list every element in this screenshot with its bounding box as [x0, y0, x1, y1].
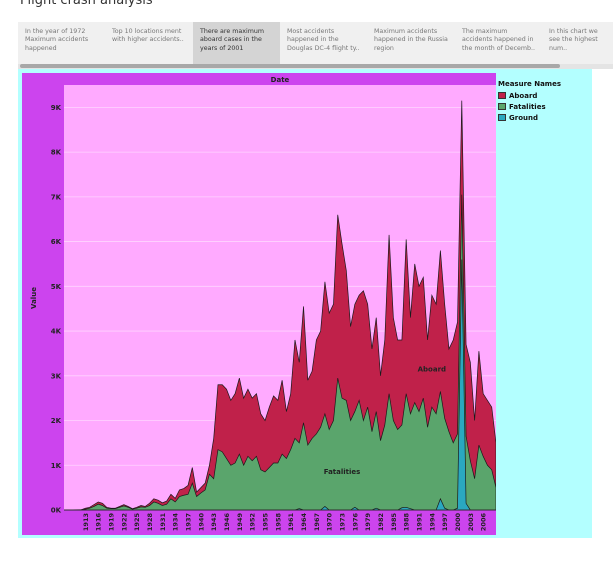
y-tick-label: 1K [51, 462, 62, 470]
x-tick-label: 2006 [480, 513, 488, 532]
y-tick-label: 3K [51, 372, 62, 380]
legend-item-aboard[interactable]: Aboard [498, 90, 561, 101]
x-tick-label: 1994 [428, 513, 436, 532]
x-tick-label: 1988 [403, 513, 411, 532]
x-tick-label: 1991 [416, 513, 424, 532]
area-series-ground [64, 259, 496, 511]
legend-label-aboard: Aboard [509, 91, 538, 100]
legend-item-fatalities[interactable]: Fatalities [498, 101, 561, 112]
x-tick-label: 1922 [120, 513, 128, 531]
x-tick-label: 1946 [223, 513, 231, 532]
area-label-aboard: Aboard [418, 365, 446, 373]
story-point-6[interactable]: The maximum accidents happened in the mo… [462, 28, 536, 52]
story-point-1[interactable]: In the year of 1972 Maximum accidents ha… [25, 28, 89, 52]
x-tick-label: 1982 [377, 513, 385, 531]
x-tick-label: 1916 [95, 513, 103, 532]
x-tick-label: 1919 [108, 513, 116, 532]
y-tick-label: 5K [51, 283, 62, 291]
x-tick-label: 1958 [274, 513, 282, 532]
story-point-3[interactable]: There are maximum aboard cases in the ye… [193, 22, 280, 64]
x-tick-label: 1985 [390, 513, 398, 532]
x-tick-label: 1970 [326, 513, 334, 532]
story-scrollbar[interactable] [18, 64, 613, 69]
y-tick-label: 0K [51, 507, 62, 515]
x-tick-label: 2000 [454, 513, 462, 532]
x-tick-label: 1913 [82, 513, 90, 531]
legend-label-ground: Ground [509, 113, 538, 122]
x-tick-label: 1961 [287, 513, 295, 532]
x-tick-label: 1973 [339, 513, 347, 531]
legend-title: Measure Names [498, 80, 562, 88]
x-tick-label: 1979 [364, 513, 372, 532]
x-tick-label: 1952 [249, 513, 257, 531]
area-label-fatalities: Fatalities [324, 468, 361, 476]
area-chart: 0K 1K 2K 3K 4K 5K 6K 7K 8K 9K 1913 1916 1919 1922 192… [22, 73, 496, 535]
x-axis-ticks: 1913 1916 1919 1922 1925 1928 1931 1934 1937 1940… [82, 513, 488, 532]
story-scrollbar-thumb[interactable] [20, 64, 560, 68]
y-tick-label: 2K [51, 417, 62, 425]
story-point-5[interactable]: Maximum accidents happened in the Russia… [374, 28, 448, 52]
x-tick-label: 1976 [351, 513, 359, 532]
area-series [63, 100, 496, 511]
area-labels: Aboard Fatalities [324, 365, 446, 476]
legend-swatch-ground [498, 114, 506, 121]
chart-title: Date [271, 76, 290, 84]
y-tick-label: 8K [51, 149, 62, 157]
x-tick-label: 2003 [467, 513, 475, 531]
x-tick-label: 1940 [197, 513, 205, 532]
legend-swatch-aboard [498, 92, 506, 99]
area-series-fatalities [63, 194, 496, 511]
legend-item-ground[interactable]: Ground [498, 112, 561, 123]
story-navigator: In the year of 1972 Maximum accidents ha… [18, 22, 613, 64]
y-tick-label: 6K [51, 238, 62, 246]
x-tick-label: 1997 [441, 513, 449, 531]
x-tick-label: 1931 [159, 513, 167, 532]
legend-swatch-fatalities [498, 103, 506, 110]
page-title: Flight crash analysis [20, 0, 153, 8]
x-tick-label: 1967 [313, 513, 321, 531]
x-tick-label: 1955 [262, 513, 270, 532]
x-tick-label: 1925 [133, 513, 141, 532]
story-point-2[interactable]: Top 10 locations ment with higher accide… [112, 28, 184, 44]
y-tick-label: 4K [51, 328, 62, 336]
legend: Measure Names Aboard Fatalities Ground [498, 80, 561, 123]
story-point-4[interactable]: Most accidents happened in the Douglas D… [287, 28, 360, 52]
x-tick-label: 1964 [300, 513, 308, 532]
y-tick-label: 9K [51, 104, 62, 112]
legend-label-fatalities: Fatalities [509, 102, 546, 111]
y-axis-label: Value [30, 287, 38, 309]
x-tick-label: 1943 [210, 513, 218, 531]
x-tick-label: 1928 [146, 513, 154, 532]
y-tick-label: 7K [51, 193, 62, 201]
x-tick-label: 1949 [236, 513, 244, 532]
x-tick-label: 1937 [185, 513, 193, 531]
story-point-7[interactable]: In this chart we see the highest num.. [549, 28, 598, 52]
y-axis-ticks: 0K 1K 2K 3K 4K 5K 6K 7K 8K 9K [51, 104, 62, 515]
x-tick-label: 1934 [172, 513, 180, 532]
